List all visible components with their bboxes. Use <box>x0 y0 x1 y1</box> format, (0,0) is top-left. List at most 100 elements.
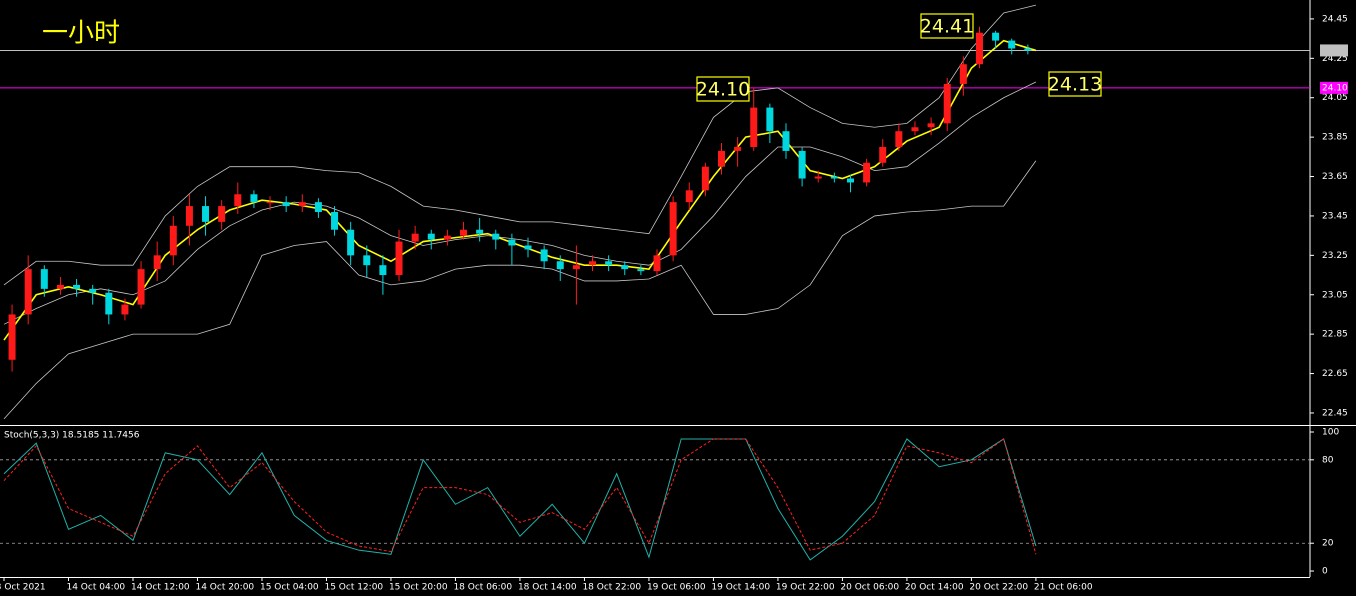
candle-body <box>814 176 822 179</box>
y-tick-label: 20 <box>1322 539 1334 549</box>
chart-title: 一小时 <box>42 19 120 49</box>
candle-body <box>411 233 419 242</box>
x-tick-label: 18 Oct 22:00 <box>582 583 641 593</box>
x-tick-label: 14 Oct 12:00 <box>131 583 190 593</box>
candle-body <box>1024 48 1032 51</box>
x-tick-label: 15 Oct 20:00 <box>389 583 448 593</box>
annotation: 24.10 <box>696 79 750 101</box>
y-tick-label: 0 <box>1322 567 1328 577</box>
candle-body <box>40 269 48 289</box>
candle-body <box>879 146 887 163</box>
candle-body <box>943 83 951 124</box>
candle-body <box>637 269 645 272</box>
candle-body <box>395 241 403 276</box>
candle-body <box>589 261 597 266</box>
x-tick-label: 18 Oct 06:00 <box>453 583 512 593</box>
x-tick-label: 13 Oct 2021 <box>0 583 46 593</box>
annotation-box <box>920 13 974 39</box>
candle-body <box>266 202 274 204</box>
candle-body <box>669 202 677 256</box>
candle-body <box>540 249 548 262</box>
candle-body <box>572 265 580 270</box>
annotation: 24.41 <box>920 16 974 38</box>
candle-body <box>911 127 919 132</box>
candle-body <box>621 265 629 270</box>
x-tick-label: 19 Oct 14:00 <box>711 583 770 593</box>
candle-body <box>508 239 516 246</box>
indicator-line <box>3 81 1037 325</box>
candle-body <box>959 64 967 84</box>
candle-body <box>1008 40 1016 49</box>
candle-body <box>685 190 693 203</box>
y-tick-label: 24.05 <box>1322 93 1348 103</box>
candle-body <box>460 229 468 236</box>
candle-body <box>750 107 758 147</box>
candle-body <box>895 131 903 147</box>
candle-body <box>782 131 790 151</box>
y-tick-label: 23.25 <box>1322 251 1348 261</box>
candle-body <box>443 235 451 240</box>
x-tick-label: 19 Oct 06:00 <box>647 583 706 593</box>
candle-body <box>556 261 564 270</box>
candle-body <box>863 162 871 183</box>
y-tick-label: 23.65 <box>1322 172 1348 182</box>
candle-body <box>331 212 339 230</box>
annotation-box <box>696 76 750 102</box>
candle-body <box>73 284 81 289</box>
indicator-line <box>3 160 1037 420</box>
candle-body <box>427 233 435 240</box>
candle-body <box>121 304 129 315</box>
candle-body <box>701 166 709 191</box>
candle-body <box>298 202 306 207</box>
x-tick-label: 20 Oct 14:00 <box>905 583 964 593</box>
indicator-line <box>3 4 1036 286</box>
candle-body <box>314 202 322 212</box>
candle-body <box>282 202 290 207</box>
indicator-line <box>3 39 1037 341</box>
y-tick-label: 23.45 <box>1322 211 1348 221</box>
candle-body <box>830 176 838 179</box>
candle-body <box>137 269 145 305</box>
candle-body <box>234 194 242 207</box>
y-tick-label: 22.45 <box>1322 408 1348 418</box>
x-tick-label: 18 Oct 14:00 <box>518 583 577 593</box>
x-tick-label: 15 Oct 04:00 <box>260 583 319 593</box>
y-tick-label: 24.25 <box>1322 54 1348 64</box>
price-box <box>1320 44 1348 57</box>
y-tick-label: 80 <box>1322 455 1334 465</box>
x-tick-label: 15 Oct 12:00 <box>324 583 383 593</box>
candle-body <box>250 194 258 203</box>
candle-body <box>379 265 387 276</box>
x-tick-label: 14 Oct 04:00 <box>66 583 125 593</box>
candle-body <box>153 255 161 270</box>
indicator-title: Stoch(5,3,3) 18.5185 11.7456 <box>4 431 140 441</box>
candle-body <box>8 314 16 360</box>
candle-body <box>798 150 806 179</box>
stoch-line <box>3 438 1037 561</box>
x-tick-label: 21 Oct 06:00 <box>1034 583 1093 593</box>
candle-body <box>524 245 532 250</box>
candle-body <box>105 292 113 315</box>
price-box <box>1320 81 1348 94</box>
candle-body <box>927 123 935 128</box>
y-tick-label: 100 <box>1322 428 1339 438</box>
x-tick-label: 20 Oct 22:00 <box>969 583 1028 593</box>
candle-body <box>605 261 613 266</box>
candle-body <box>476 229 484 234</box>
y-tick-label: 22.85 <box>1322 330 1348 340</box>
x-tick-label: 14 Oct 20:00 <box>195 583 254 593</box>
y-tick-label: 22.65 <box>1322 369 1348 379</box>
annotation: 24.13 <box>1048 74 1102 96</box>
y-tick-label: 23.05 <box>1322 290 1348 300</box>
candle-body <box>185 206 193 226</box>
candle-body <box>24 269 32 315</box>
candle-body <box>846 178 854 183</box>
candle-body <box>766 107 774 132</box>
candle-body <box>169 225 177 256</box>
candle-body <box>89 288 97 293</box>
candle-body <box>653 255 661 272</box>
candle-body <box>975 32 983 65</box>
x-tick-label: 20 Oct 06:00 <box>840 583 899 593</box>
price-box-label: 24.10 <box>1322 83 1348 93</box>
